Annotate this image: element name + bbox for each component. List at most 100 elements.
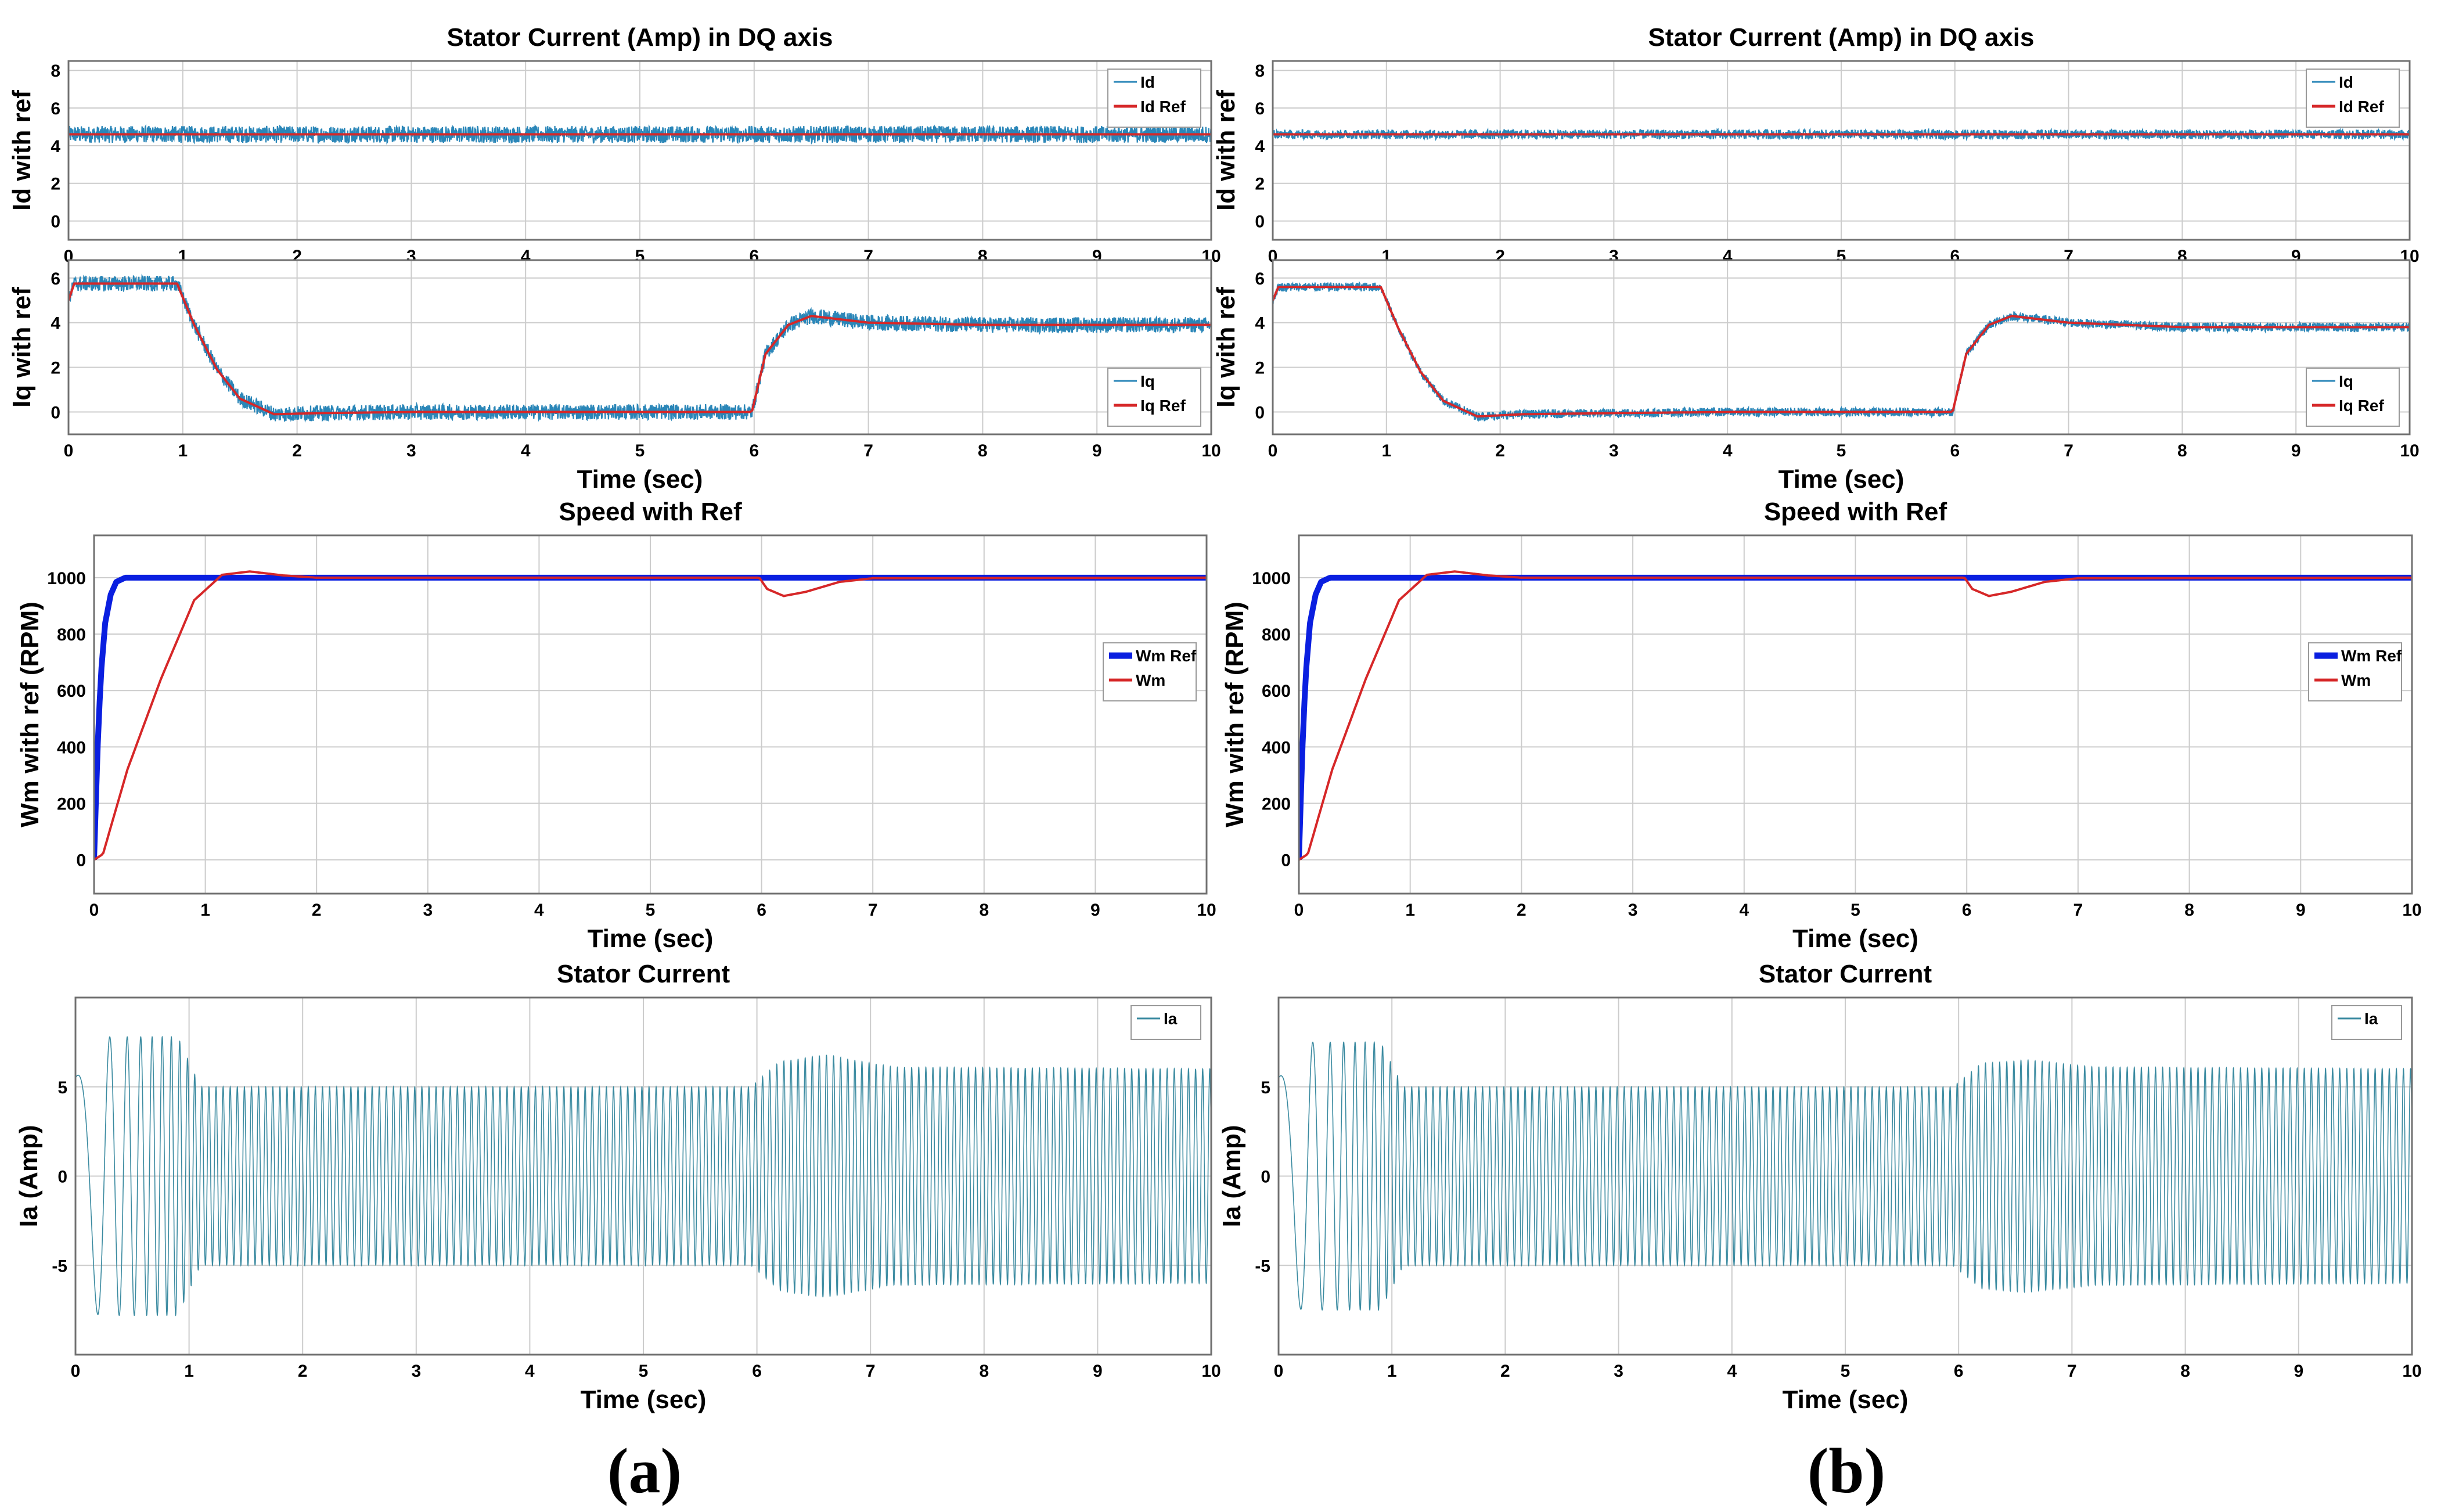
series-line-id	[1273, 127, 2410, 142]
legend-label: Iq Ref	[1140, 397, 1186, 415]
x-tick-label: 5	[1837, 441, 1846, 460]
chart-a_ia: 0 1 2 3 4 5 6 7 8 9 10 -5 0 5 Stator Current Time (sec)…	[15, 960, 1221, 1414]
chart-b_wm: 0 1 2 3 4 5 6 7 8 9 10 0 200 400 600 800 1000 Speed with …	[1220, 498, 2422, 953]
x-tick-label: 8	[2177, 441, 2187, 460]
x-tick-label: 2	[1495, 441, 1505, 460]
series-line-id	[69, 124, 1211, 145]
series-line-ia	[1279, 1041, 2412, 1312]
x-tick-label: 0	[71, 1362, 81, 1381]
x-tick-label: 9	[2294, 1362, 2303, 1381]
x-tick-label: 8	[2180, 1362, 2190, 1381]
y-tick-label: 0	[57, 1168, 67, 1187]
series-line-ia	[75, 1035, 1211, 1316]
x-tick-label: 10	[1201, 441, 1220, 460]
x-tick-label: 0	[89, 901, 99, 920]
x-tick-label: 9	[1093, 1362, 1103, 1381]
y-tick-label: 2	[51, 175, 60, 194]
x-tick-label: 5	[646, 901, 656, 920]
y-tick-label: 600	[57, 682, 86, 701]
y-tick-label: 5	[1261, 1078, 1270, 1097]
x-tick-label: 1	[1387, 1362, 1397, 1381]
chart-b_ia: 0 1 2 3 4 5 6 7 8 9 10 -5 0 5 Stator Current Time (sec)…	[1218, 960, 2422, 1414]
x-tick-label: 5	[635, 441, 645, 460]
axes-frame	[1272, 60, 2411, 241]
legend-box	[1131, 1005, 1201, 1040]
y-tick-label: 0	[76, 851, 86, 870]
x-tick-label: 9	[1090, 901, 1100, 920]
x-tick-label: 8	[2184, 901, 2194, 920]
legend: Ia	[2331, 1005, 2402, 1040]
x-tick-label: 1	[1405, 901, 1415, 920]
x-tick-label: 4	[1723, 441, 1733, 460]
y-tick-label: 2	[1255, 359, 1265, 378]
x-tick-label: 7	[2064, 441, 2073, 460]
x-tick-label: 2	[312, 901, 322, 920]
x-tick-label: 1	[178, 441, 188, 460]
chart-title: Stator Current (Amp) in DQ axis	[1648, 23, 2035, 52]
x-tick-label: 6	[752, 1362, 762, 1381]
x-axis-label: Time (sec)	[1792, 924, 1918, 953]
series-group	[94, 570, 1207, 861]
y-axis-label: Id with ref	[8, 90, 36, 211]
x-tick-label: 3	[1628, 901, 1638, 920]
legend: Wm Ref Wm	[1103, 642, 1197, 702]
x-tick-label: 3	[1614, 1362, 1623, 1381]
y-tick-label: 1000	[1252, 569, 1291, 588]
x-tick-label: 5	[1850, 901, 1860, 920]
y-axis-label: Iq with ref	[8, 287, 36, 408]
x-tick-label: 2	[292, 441, 302, 460]
y-tick-label: 4	[51, 314, 60, 333]
series-group	[1273, 280, 2410, 422]
series-group	[1279, 1041, 2412, 1312]
x-tick-label: 8	[978, 441, 988, 460]
x-tick-label: 7	[2073, 901, 2083, 920]
series-line-wm	[94, 570, 1207, 861]
x-tick-label: 9	[2296, 901, 2306, 920]
x-tick-label: 5	[639, 1362, 649, 1381]
x-tick-label: 3	[406, 441, 416, 460]
legend-label: Wm	[1136, 671, 1165, 689]
y-tick-label: 400	[57, 738, 86, 757]
y-tick-label: -5	[52, 1257, 67, 1276]
x-tick-label: 1	[200, 901, 210, 920]
axes-frame	[93, 534, 1208, 895]
x-axis-label: Time (sec)	[588, 924, 714, 953]
x-tick-label: 0	[1274, 1362, 1284, 1381]
y-tick-label: 0	[51, 213, 60, 232]
x-tick-label: 6	[1954, 1362, 1964, 1381]
x-tick-label: 4	[1739, 901, 1749, 920]
x-tick-label: 1	[184, 1362, 194, 1381]
y-tick-label: 800	[1262, 625, 1291, 645]
legend-box	[1107, 69, 1201, 128]
x-tick-label: 4	[525, 1362, 535, 1381]
y-tick-label: 0	[1261, 1168, 1270, 1187]
y-tick-label: 4	[1255, 137, 1265, 156]
legend-box	[2306, 368, 2400, 427]
panel-label-b: (b)	[1808, 1435, 1885, 1506]
y-axis-label: Ia (Amp)	[1218, 1125, 1246, 1227]
legend-box	[2306, 69, 2400, 128]
legend: Wm Ref Wm	[2308, 642, 2402, 702]
legend-label: Id Ref	[2339, 98, 2384, 116]
x-tick-label: 2	[1517, 901, 1526, 920]
x-axis-label: Time (sec)	[581, 1385, 707, 1414]
series-group	[1299, 570, 2412, 861]
legend-label: Wm Ref	[1136, 647, 1197, 665]
y-axis-label: Wm with ref (RPM)	[16, 602, 44, 827]
y-axis-label: Wm with ref (RPM)	[1220, 602, 1249, 827]
y-tick-label: 6	[1255, 99, 1265, 118]
legend-label: Iq	[1140, 372, 1155, 390]
x-tick-label: 3	[411, 1362, 421, 1381]
x-tick-label: 3	[1609, 441, 1619, 460]
series-line-iq-ref	[69, 282, 1211, 416]
legend: Id Id Ref	[1107, 69, 1201, 128]
x-tick-label: 9	[1092, 441, 1102, 460]
chart-title: Speed with Ref	[1764, 498, 1947, 526]
x-tick-label: 8	[979, 901, 989, 920]
x-tick-label: 10	[2402, 901, 2421, 920]
legend-label: Wm Ref	[2341, 647, 2402, 665]
chart-title: Stator Current	[1759, 960, 1932, 988]
x-tick-label: 4	[1727, 1362, 1737, 1381]
